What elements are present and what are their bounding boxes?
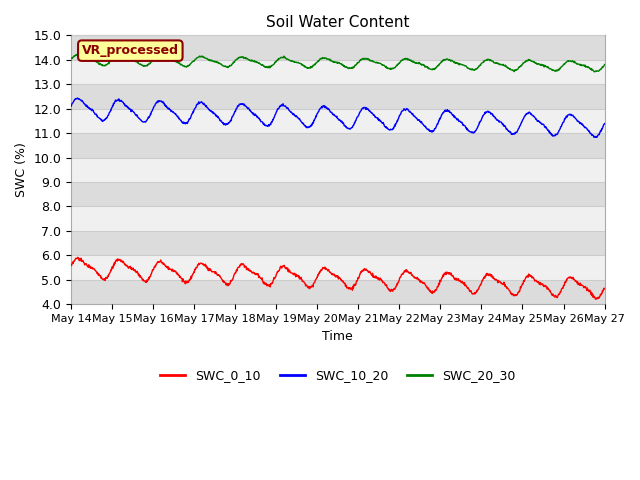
Title: Soil Water Content: Soil Water Content	[266, 15, 410, 30]
SWC_0_10	[79, 257, 86, 263]
Bar	[71, 280, 605, 304]
SWC_0_10	[545, 286, 552, 292]
Legend: SWC_0_10, SWC_10_20, SWC_20_30: SWC_0_10, SWC_10_20, SWC_20_30	[156, 364, 520, 387]
Line: SWC_10_20: SWC_10_20	[71, 98, 605, 137]
SWC_20_30	[591, 69, 599, 74]
Bar	[71, 133, 605, 157]
SWC_0_10	[601, 286, 609, 292]
SWC_20_30	[79, 53, 86, 59]
SWC_0_10	[74, 254, 81, 260]
SWC_0_10	[371, 275, 379, 280]
Bar	[71, 108, 605, 133]
SWC_10_20	[398, 108, 406, 114]
SWC_10_20	[67, 103, 75, 109]
SWC_0_10	[72, 257, 79, 263]
SWC_10_20	[601, 120, 609, 126]
SWC_20_30	[545, 65, 552, 71]
SWC_0_10	[67, 263, 75, 268]
Bar	[71, 182, 605, 206]
SWC_20_30	[306, 65, 314, 71]
SWC_20_30	[73, 51, 81, 57]
X-axis label: Time: Time	[323, 329, 353, 343]
SWC_20_30	[72, 53, 79, 59]
Y-axis label: SWC (%): SWC (%)	[15, 143, 28, 197]
Line: SWC_0_10: SWC_0_10	[71, 257, 605, 299]
SWC_20_30	[398, 57, 406, 63]
Bar	[71, 36, 605, 60]
Bar	[71, 206, 605, 231]
SWC_0_10	[592, 296, 600, 302]
Bar	[71, 157, 605, 182]
SWC_10_20	[306, 124, 314, 130]
SWC_0_10	[398, 272, 406, 277]
SWC_20_30	[601, 61, 609, 67]
SWC_20_30	[67, 56, 75, 61]
Bar	[71, 255, 605, 280]
SWC_10_20	[72, 96, 79, 102]
SWC_20_30	[371, 60, 379, 65]
SWC_10_20	[592, 134, 600, 140]
Bar	[71, 60, 605, 84]
SWC_10_20	[371, 114, 379, 120]
Line: SWC_20_30: SWC_20_30	[71, 54, 605, 72]
SWC_10_20	[545, 127, 552, 133]
Bar	[71, 231, 605, 255]
SWC_0_10	[306, 285, 314, 291]
SWC_10_20	[79, 98, 86, 104]
Bar	[71, 84, 605, 108]
SWC_10_20	[74, 95, 81, 101]
Text: VR_processed: VR_processed	[82, 44, 179, 57]
